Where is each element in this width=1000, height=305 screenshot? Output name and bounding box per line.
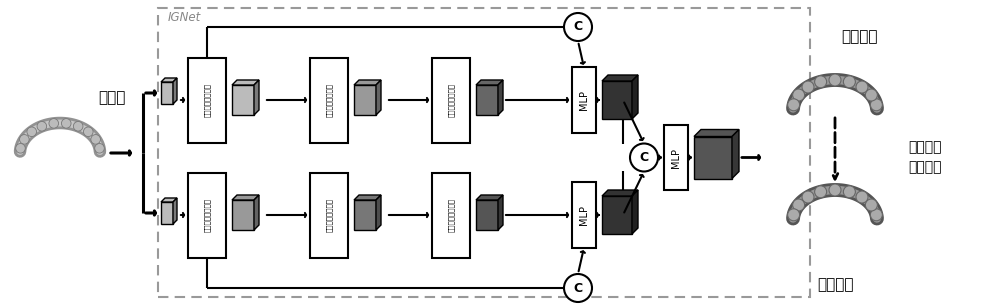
Circle shape	[802, 81, 814, 93]
Text: 交叉图特征交互层: 交叉图特征交互层	[326, 198, 332, 232]
Circle shape	[91, 135, 100, 144]
Circle shape	[856, 191, 868, 203]
Polygon shape	[376, 80, 381, 115]
Text: MLP: MLP	[671, 148, 681, 167]
Text: 度量感知
代价函数: 度量感知 代价函数	[908, 140, 942, 174]
Bar	[664, 125, 688, 190]
Bar	[232, 200, 254, 230]
Text: 下采样: 下采样	[98, 91, 126, 106]
Bar	[188, 173, 226, 257]
Circle shape	[37, 121, 47, 131]
Text: 交叉图特征交互层: 交叉图特征交互层	[204, 83, 210, 117]
Text: 交叉图特征交互层: 交叉图特征交互层	[204, 198, 210, 232]
Polygon shape	[632, 190, 638, 234]
Circle shape	[865, 89, 877, 101]
Circle shape	[788, 209, 800, 221]
Text: 交叉图特征交互层: 交叉图特征交互层	[448, 83, 454, 117]
Text: C: C	[573, 282, 583, 295]
Circle shape	[802, 191, 814, 203]
Circle shape	[49, 119, 59, 128]
Circle shape	[870, 209, 882, 221]
Polygon shape	[476, 80, 503, 85]
Text: 交叉图特征交互层: 交叉图特征交互层	[326, 83, 332, 117]
Polygon shape	[254, 195, 259, 230]
Circle shape	[815, 76, 827, 88]
Circle shape	[95, 144, 104, 153]
Polygon shape	[173, 78, 177, 104]
Circle shape	[788, 99, 800, 111]
Polygon shape	[376, 195, 381, 230]
Circle shape	[865, 199, 877, 211]
Circle shape	[856, 81, 868, 93]
Circle shape	[793, 89, 805, 101]
Circle shape	[20, 135, 29, 144]
Polygon shape	[161, 198, 177, 202]
Bar	[602, 81, 632, 119]
Circle shape	[73, 121, 83, 131]
Polygon shape	[354, 195, 381, 200]
Text: 预测结果: 预测结果	[842, 30, 878, 45]
Circle shape	[564, 13, 592, 41]
Text: C: C	[573, 20, 583, 34]
Bar	[161, 82, 173, 104]
Circle shape	[61, 119, 71, 128]
Circle shape	[843, 186, 855, 198]
Polygon shape	[498, 195, 503, 230]
Bar	[188, 58, 226, 142]
Polygon shape	[694, 130, 739, 137]
Circle shape	[16, 144, 25, 153]
Bar	[158, 8, 810, 297]
Bar	[572, 67, 596, 132]
Bar	[432, 58, 470, 142]
Text: 真实标签: 真实标签	[817, 278, 853, 292]
Bar	[602, 196, 632, 234]
Bar	[572, 182, 596, 247]
Circle shape	[870, 99, 882, 111]
Bar	[354, 85, 376, 115]
Bar	[432, 173, 470, 257]
Polygon shape	[354, 80, 381, 85]
Bar	[354, 200, 376, 230]
Circle shape	[27, 127, 37, 137]
Circle shape	[793, 199, 805, 211]
Text: MLP: MLP	[579, 90, 589, 110]
Circle shape	[843, 76, 855, 88]
Circle shape	[564, 274, 592, 302]
Polygon shape	[232, 80, 259, 85]
Polygon shape	[498, 80, 503, 115]
Bar	[161, 202, 173, 224]
Polygon shape	[254, 80, 259, 115]
Polygon shape	[602, 75, 638, 81]
Circle shape	[630, 143, 658, 171]
Circle shape	[829, 184, 841, 196]
Text: IGNet: IGNet	[168, 11, 201, 24]
Circle shape	[815, 186, 827, 198]
Polygon shape	[732, 130, 739, 178]
Polygon shape	[476, 195, 503, 200]
Bar	[310, 58, 348, 142]
Bar	[476, 200, 498, 230]
Polygon shape	[173, 198, 177, 224]
Circle shape	[83, 127, 93, 137]
Text: MLP: MLP	[579, 205, 589, 225]
Polygon shape	[632, 75, 638, 119]
Polygon shape	[602, 190, 638, 196]
Circle shape	[829, 74, 841, 86]
Bar	[310, 173, 348, 257]
Polygon shape	[232, 195, 259, 200]
Bar	[694, 137, 732, 178]
Bar	[232, 85, 254, 115]
Text: C: C	[639, 151, 649, 164]
Bar	[476, 85, 498, 115]
Polygon shape	[161, 78, 177, 82]
Text: 交叉图特征交互层: 交叉图特征交互层	[448, 198, 454, 232]
